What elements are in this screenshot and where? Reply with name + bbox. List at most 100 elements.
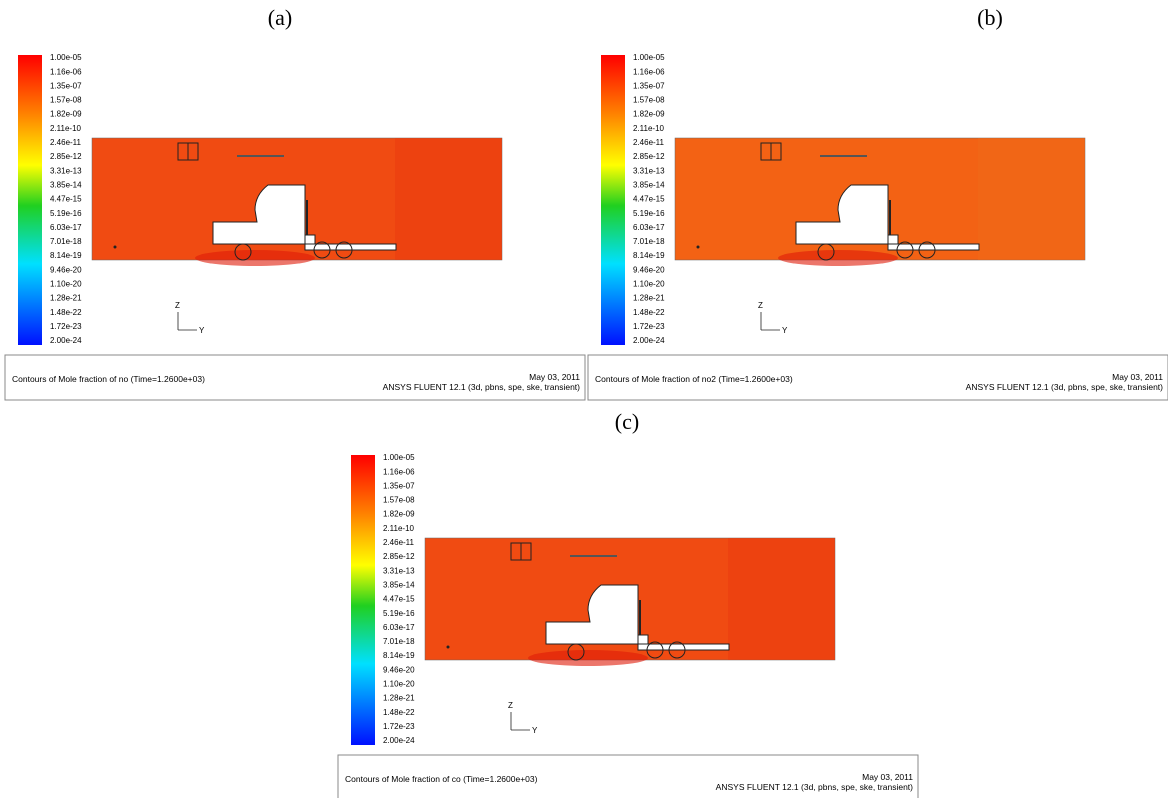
hitch	[887, 234, 899, 245]
truck-cab	[545, 584, 639, 645]
colorbar-label: 3.85e-14	[50, 180, 82, 189]
trailer-bed	[887, 243, 980, 251]
caption-box	[337, 754, 919, 798]
colorbar-label: 1.35e-07	[383, 481, 415, 490]
colorbar-label: 1.00e-05	[633, 53, 665, 62]
wake	[195, 250, 315, 266]
colorbar-label: 1.28e-21	[383, 694, 415, 703]
panel-label: (b)	[977, 5, 1003, 30]
colorbar-label: 1.48e-22	[383, 708, 415, 717]
domain-shade	[395, 138, 502, 260]
wheel	[918, 241, 936, 259]
colorbar-label: 1.16e-06	[383, 467, 415, 476]
colorbar-label: 1.72e-23	[633, 322, 665, 331]
colorbar-label: 2.85e-12	[50, 152, 82, 161]
wheel	[313, 241, 331, 259]
panel-label: (a)	[268, 5, 292, 30]
wheel	[646, 641, 664, 659]
wheel	[896, 241, 914, 259]
colorbar-label: 4.47e-15	[633, 195, 665, 204]
colorbar-label: 8.14e-19	[50, 251, 82, 260]
colorbar-label: 1.72e-23	[383, 722, 415, 731]
colorbar-label: 3.31e-13	[383, 566, 415, 575]
colorbar-label: 3.31e-13	[633, 166, 665, 175]
panel: 1.00e-05 1.16e-06 1.35e-07 1.57e-08 1.82e-09…	[337, 453, 919, 798]
caption: Contours of Mole fraction of no2 (Time=1…	[595, 374, 793, 384]
colorbar-label: 1.82e-09	[633, 110, 665, 119]
software: ANSYS FLUENT 12.1 (3d, pbns, spe, ske, t…	[716, 782, 913, 792]
colorbar-label: 2.85e-12	[633, 152, 665, 161]
colorbar-label: 2.00e-24	[50, 336, 82, 345]
colorbar-label: 1.10e-20	[50, 280, 82, 289]
colorbar-label: 1.10e-20	[633, 280, 665, 289]
axis-z-label: Z	[758, 301, 763, 310]
colorbar-label: 9.46e-20	[50, 265, 82, 274]
panel-label: (c)	[615, 409, 639, 434]
colorbar-label: 5.19e-16	[383, 609, 415, 618]
wheel	[668, 641, 686, 659]
panel: 1.00e-05 1.16e-06 1.35e-07 1.57e-08 1.82e-09…	[4, 53, 586, 401]
software: ANSYS FLUENT 12.1 (3d, pbns, spe, ske, t…	[383, 382, 580, 392]
colorbar	[351, 455, 375, 745]
colorbar-label: 1.16e-06	[633, 67, 665, 76]
domain-shade	[978, 138, 1085, 260]
probe	[446, 645, 450, 649]
wake	[778, 250, 898, 266]
panel: 1.00e-05 1.16e-06 1.35e-07 1.57e-08 1.82e-09…	[587, 53, 1168, 401]
colorbar-label: 1.35e-07	[50, 81, 82, 90]
wheel	[817, 243, 835, 261]
probe	[696, 245, 700, 249]
colorbar-label: 4.47e-15	[383, 595, 415, 604]
colorbar-label: 9.46e-20	[383, 665, 415, 674]
trailer-bed	[637, 643, 730, 651]
colorbar-label: 7.01e-18	[383, 637, 415, 646]
domain-shade	[728, 538, 835, 660]
colorbar-label: 5.19e-16	[50, 209, 82, 218]
colorbar-label: 3.85e-14	[633, 180, 665, 189]
colorbar-label: 1.57e-08	[633, 96, 665, 105]
colorbar-label: 1.48e-22	[633, 308, 665, 317]
colorbar-label: 5.19e-16	[633, 209, 665, 218]
colorbar-label: 1.28e-21	[50, 294, 82, 303]
hitch	[304, 234, 316, 245]
probe	[113, 245, 117, 249]
date: May 03, 2011	[1112, 372, 1163, 382]
caption: Contours of Mole fraction of co (Time=1.…	[345, 774, 538, 784]
colorbar-label: 4.47e-15	[50, 195, 82, 204]
colorbar-label: 1.28e-21	[633, 294, 665, 303]
software: ANSYS FLUENT 12.1 (3d, pbns, spe, ske, t…	[966, 382, 1163, 392]
colorbar-label: 2.00e-24	[633, 336, 665, 345]
colorbar-label: 2.00e-24	[383, 736, 415, 745]
colorbar	[18, 55, 42, 345]
colorbar-label: 8.14e-19	[633, 251, 665, 260]
colorbar-label: 1.57e-08	[383, 496, 415, 505]
axis-z-label: Z	[508, 701, 513, 710]
colorbar-label: 1.00e-05	[50, 53, 82, 62]
wake	[528, 650, 648, 666]
colorbar-label: 2.46e-11	[50, 138, 82, 147]
colorbar-label: 1.72e-23	[50, 322, 82, 331]
colorbar-label: 7.01e-18	[633, 237, 665, 246]
colorbar-label: 1.48e-22	[50, 308, 82, 317]
colorbar-label: 2.11e-10	[633, 124, 665, 133]
colorbar-label: 1.00e-05	[383, 453, 415, 462]
colorbar-label: 1.57e-08	[50, 96, 82, 105]
wheel	[234, 243, 252, 261]
colorbar-label: 9.46e-20	[633, 265, 665, 274]
axis-y-label: Y	[199, 326, 205, 335]
axis-y-label: Y	[532, 726, 538, 735]
colorbar-label: 2.11e-10	[383, 524, 415, 533]
axis-y-label: Y	[782, 326, 788, 335]
colorbar-label: 6.03e-17	[633, 223, 665, 232]
colorbar-label: 1.82e-09	[383, 510, 415, 519]
wheel	[335, 241, 353, 259]
wheel	[567, 643, 585, 661]
caption: Contours of Mole fraction of no (Time=1.…	[12, 374, 205, 384]
colorbar-label: 7.01e-18	[50, 237, 82, 246]
hitch	[637, 634, 649, 645]
colorbar-label: 3.31e-13	[50, 166, 82, 175]
colorbar-label: 3.85e-14	[383, 580, 415, 589]
colorbar-label: 2.85e-12	[383, 552, 415, 561]
date: May 03, 2011	[862, 772, 913, 782]
